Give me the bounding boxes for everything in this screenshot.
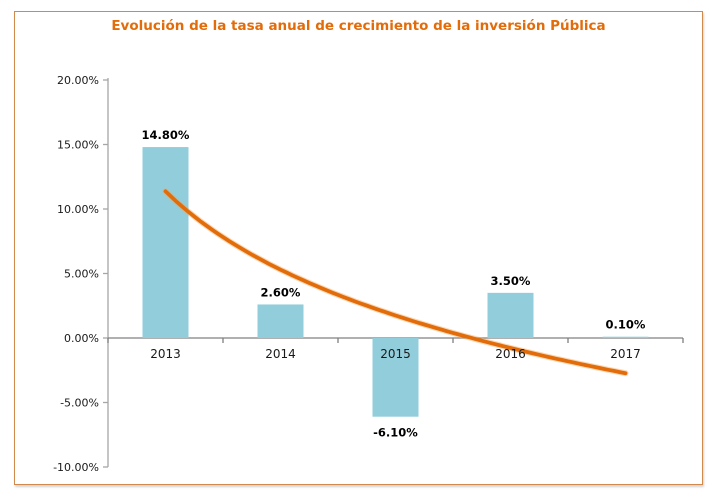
data-label-2016: 3.50% [491,274,531,288]
x-axis-labels: 2013 2014 2015 2016 2017 [150,347,641,361]
chart-title: Evolución de la tasa anual de crecimient… [111,18,606,34]
bar-2017 [602,336,649,338]
y-tick-label: 0.00% [64,332,99,345]
y-tick-label: -5.00% [60,397,99,410]
data-label-2013: 14.80% [142,128,190,142]
bar-2014 [257,304,304,338]
bar-2015 [372,338,419,417]
x-category-label-2014: 2014 [265,347,296,361]
y-tick-label: 5.00% [64,268,99,281]
bars-series [142,147,649,417]
bar-2013 [142,147,189,338]
x-category-label-2017: 2017 [610,347,641,361]
y-tick-label: -10.00% [53,461,99,474]
data-label-2017: 0.10% [606,318,646,332]
y-tick-label: 20.00% [57,74,99,87]
x-category-label-2016: 2016 [495,347,526,361]
data-label-2015: -6.10% [373,426,418,440]
chart-frame: Evolución de la tasa anual de crecimient… [14,11,703,485]
x-category-label-2013: 2013 [150,347,181,361]
bar-2016 [487,292,534,338]
y-axis-labels: 20.00% 15.00% 10.00% 5.00% 0.00% -5.00% -10.00… [53,74,99,474]
trendline [162,188,629,377]
y-tick-label: 15.00% [57,139,99,152]
data-labels: 14.80% 2.60% -6.10% 3.50% 0.10% [142,128,646,440]
x-category-label-2015: 2015 [380,347,411,361]
data-label-2014: 2.60% [261,285,301,299]
y-tick-label: 10.00% [57,203,99,216]
trendline-curve [163,189,628,376]
y-axis [103,78,109,468]
